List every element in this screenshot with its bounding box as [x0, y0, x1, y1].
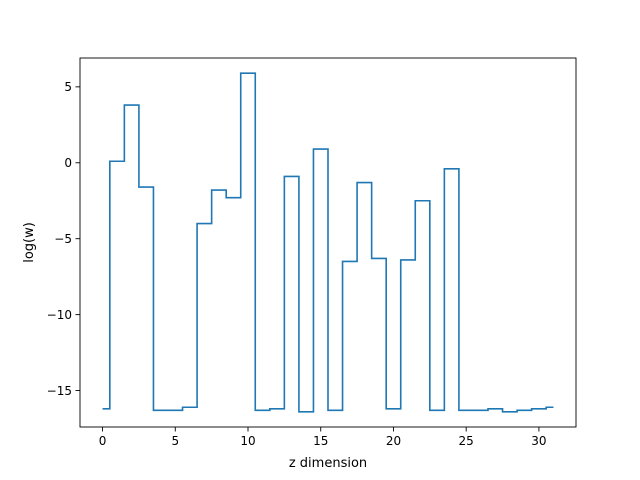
- y-tick-label: −5: [54, 232, 72, 246]
- x-tick-label: 25: [459, 434, 474, 448]
- axis-ticks: 0 5 10 15 20 25 30 −15 −10 −5 0 5: [47, 80, 547, 448]
- y-tick-label: −15: [47, 384, 72, 398]
- y-tick-label: 5: [64, 80, 72, 94]
- y-axis-label: log(w): [22, 222, 37, 263]
- x-axis-label: z dimension: [289, 456, 367, 471]
- x-tick-label: 15: [313, 434, 328, 448]
- plot-area: [102, 72, 554, 413]
- x-tick-label: 20: [386, 434, 401, 448]
- x-tick-label: 30: [531, 434, 546, 448]
- x-tick-label: 5: [171, 434, 179, 448]
- x-tick-label: 10: [240, 434, 255, 448]
- y-tick-label: 0: [64, 156, 72, 170]
- series-step-line: [102, 72, 554, 413]
- y-tick-label: −10: [47, 308, 72, 322]
- axes-frame: [79, 57, 577, 428]
- x-tick-label: 0: [99, 434, 107, 448]
